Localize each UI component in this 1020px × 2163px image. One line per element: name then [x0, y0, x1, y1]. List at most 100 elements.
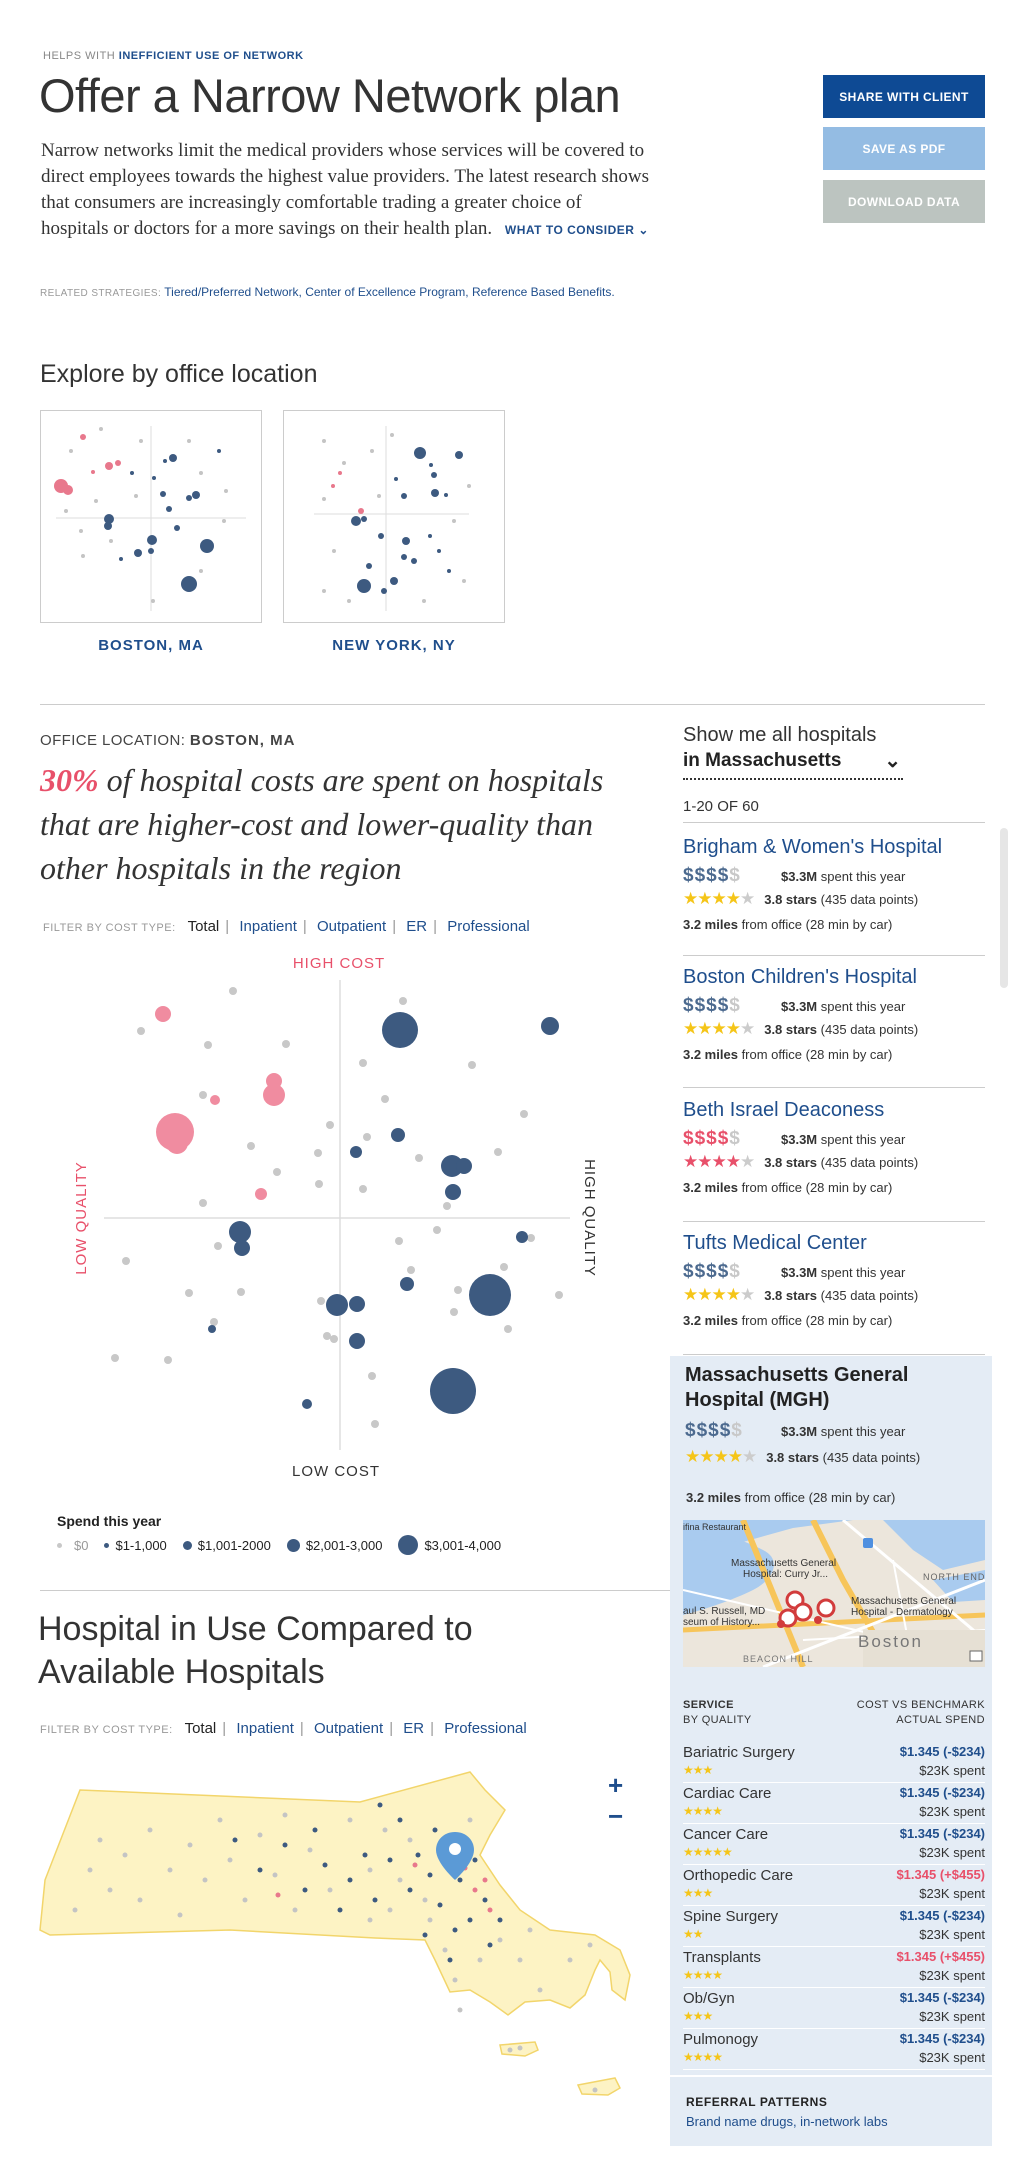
office-label-boston[interactable]: BOSTON, MA [98, 637, 204, 654]
zoom-out-button[interactable]: − [608, 1801, 624, 1831]
office-location-line: OFFICE LOCATION: BOSTON, MA [40, 732, 295, 749]
service-row[interactable]: Ob/Gyn ★★★ $1.345 (-$234) $23K spent [683, 1988, 985, 2029]
data-points: (435 data points) [820, 891, 919, 907]
download-data-button[interactable]: DOWNLOAD DATA [823, 180, 985, 223]
hospital-map-marker-icon [777, 1590, 836, 1628]
filter-professional[interactable]: Professional [444, 1720, 527, 1737]
filter-total[interactable]: Total [187, 918, 220, 935]
service-row[interactable]: Spine Surgery ★★ $1.345 (-$234) $23K spe… [683, 1906, 985, 1947]
map-label: BEACON HILL [743, 1654, 814, 1664]
service-cost: $1.345 (-$234) [899, 1990, 985, 2005]
hospital-location-map[interactable]: Massachusetts General Hospital: Curry Jr… [683, 1520, 985, 1667]
map-label: aul S. Russell, MD [683, 1606, 765, 1617]
legend-label-0: $0 [74, 1537, 89, 1553]
strategy-kicker: HELPS WITH INEFFICIENT USE OF NETWORK [43, 50, 304, 62]
distance: 3.2 miles [683, 1313, 738, 1328]
service-header-left: SERVICE BY QUALITY [683, 1698, 752, 1728]
office-card-newyork[interactable] [283, 410, 505, 623]
filter-inpatient[interactable]: Inpatient [236, 1720, 294, 1737]
service-cost: $1.345 (-$234) [899, 1744, 985, 1759]
filter-separator: | [433, 918, 438, 935]
list-divider [683, 822, 985, 823]
service-row[interactable]: Pulmonogy ★★★★ $1.345 (-$234) $23K spent [683, 2029, 985, 2070]
stars-text: 3.8 stars [764, 1021, 817, 1037]
filter-inpatient[interactable]: Inpatient [239, 918, 297, 935]
hospital-name[interactable]: Boston Children's Hospital [683, 966, 917, 988]
hospital-item[interactable]: Tufts Medical Center $$$$$ $3.3M spent t… [683, 1232, 985, 1328]
service-row[interactable]: Cardiac Care ★★★★ $1.345 (-$234) $23K sp… [683, 1783, 985, 1824]
save-as-pdf-button[interactable]: SAVE AS PDF [823, 127, 985, 170]
office-location-marker-icon [436, 1832, 474, 1880]
service-cost: $1.345 (-$234) [899, 1785, 985, 1800]
filter-er[interactable]: ER [403, 1720, 425, 1737]
hospital-name[interactable]: Tufts Medical Center [683, 1232, 867, 1254]
service-header-quality: BY QUALITY [683, 1714, 752, 1726]
zoom-in-button[interactable]: + [608, 1770, 624, 1800]
service-stars: ★★★ [683, 2009, 713, 2023]
hospital-item[interactable]: Brigham & Women's Hospital $$$$$ $3.3M s… [683, 836, 985, 932]
massachusetts-map[interactable] [30, 1760, 670, 2140]
hospital-item[interactable]: Boston Children's Hospital $$$$$ $3.3M s… [683, 966, 985, 1062]
hospital-name[interactable]: Beth Israel Deaconess [683, 1099, 885, 1121]
distance: 3.2 miles [683, 1180, 738, 1195]
selected-hospital-panel [670, 1356, 992, 2146]
distance: 3.2 miles [683, 917, 738, 932]
office-card-boston[interactable] [40, 410, 262, 623]
referral-link[interactable]: Brand name drugs, in-network labs [686, 2114, 888, 2129]
region-select[interactable]: in Massachusetts ⌄ [683, 750, 903, 780]
related-links[interactable]: Tiered/Preferred Network, Center of Exce… [164, 285, 615, 299]
newyork-mini-scatter [314, 426, 471, 611]
map-label: Boston [858, 1632, 923, 1651]
filter-outpatient[interactable]: Outpatient [316, 918, 387, 935]
service-row[interactable]: Cancer Care ★★★★★ $1.345 (-$234) $23K sp… [683, 1824, 985, 1865]
service-spent: $23K spent [919, 1968, 985, 1983]
hospital-name[interactable]: Brigham & Women's Hospital [683, 836, 943, 858]
filter-outpatient[interactable]: Outpatient [313, 1720, 384, 1737]
data-points: (435 data points) [822, 1449, 921, 1465]
stars-text: 3.8 stars [764, 1287, 817, 1303]
spent-label: spent this year [820, 998, 906, 1014]
filter-total[interactable]: Total [184, 1720, 217, 1737]
section-divider [40, 1590, 670, 1591]
data-points: (435 data points) [820, 1154, 919, 1170]
list-divider [683, 1354, 985, 1355]
cost-rating: $$$$$ [683, 1128, 741, 1149]
star-rating: ★★★★★ [685, 1447, 757, 1466]
distance-label: from office (28 min by car) [744, 1490, 896, 1505]
filter-professional[interactable]: Professional [447, 918, 530, 935]
map-svg [39, 1771, 631, 2096]
high-cost-low-quality-dots [155, 1006, 285, 1200]
filter-separator: | [389, 1720, 394, 1737]
service-row[interactable]: Bariatric Surgery ★★★ $1.345 (-$234) $23… [683, 1742, 985, 1783]
compare-heading-line1: Hospital in Use Compared to [38, 1610, 473, 1648]
service-row[interactable]: Orthopedic Care ★★★ $1.345 (+$455) $23K … [683, 1865, 985, 1906]
spent-amount: $3.3M [781, 1131, 818, 1147]
cost-type-filter-top: FILTER BY COST TYPE: Total | Inpatient | O… [43, 918, 530, 935]
kicker-highlight[interactable]: INEFFICIENT USE OF NETWORK [118, 50, 304, 62]
referral-divider [670, 2075, 992, 2077]
hospital-item[interactable]: Beth Israel Deaconess $$$$$ $3.3M spent … [683, 1099, 985, 1195]
chevron-down-icon: ⌄ [884, 750, 901, 772]
office-label-newyork[interactable]: NEW YORK, NY [332, 637, 456, 654]
filter-er[interactable]: ER [406, 918, 428, 935]
spent-label: spent this year [820, 1264, 906, 1280]
list-scrollbar[interactable] [1000, 828, 1008, 988]
share-with-client-button[interactable]: SHARE WITH CLIENT [823, 75, 985, 118]
list-divider [683, 1221, 985, 1222]
service-name: Bariatric Surgery [683, 1744, 795, 1761]
service-header-right: COST VS BENCHMARK ACTUAL SPEND [800, 1698, 985, 1728]
description-text: Narrow networks limit the medical provid… [41, 140, 649, 239]
distance-label: from office (28 min by car) [741, 917, 893, 932]
legend-label-1: $1-1,000 [115, 1537, 167, 1553]
service-cost: $1.345 (+$455) [896, 1949, 985, 1964]
service-row[interactable]: Transplants ★★★★ $1.345 (+$455) $23K spe… [683, 1947, 985, 1988]
cost-rating: $$$$$ [683, 995, 741, 1016]
service-cost: $1.345 (-$234) [899, 1826, 985, 1841]
service-name: Ob/Gyn [683, 1990, 735, 2007]
service-spent: $23K spent [919, 1886, 985, 1901]
compare-heading-line2: Available Hospitals [38, 1653, 325, 1691]
service-spent: $23K spent [919, 1845, 985, 1860]
what-to-consider-link[interactable]: WHAT TO CONSIDER ⌄ [504, 223, 649, 237]
map-label: ifina Restaurant [683, 1522, 747, 1532]
map-label: Hospital: Curry Jr... [743, 1569, 828, 1580]
